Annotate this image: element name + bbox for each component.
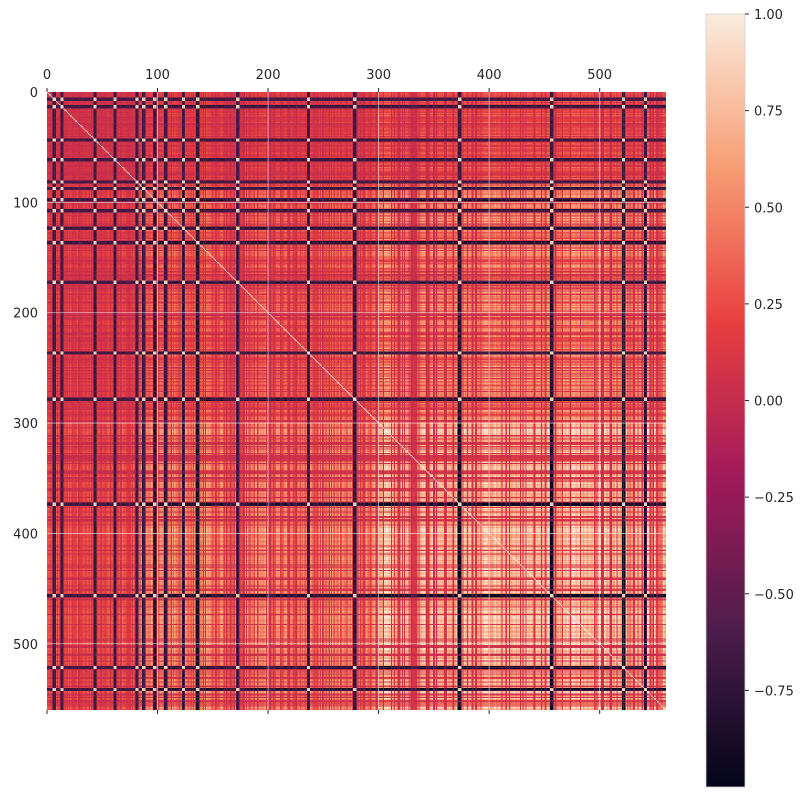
grid-lines [47,92,666,710]
x-axis-bottom-ticks [46,710,601,714]
colorbar-tick-label: 0.25 [754,298,783,313]
colorbar-tick-label: 0.75 [754,105,783,120]
colorbar-tick-label: −0.50 [754,588,794,603]
colorbar-tick-label: 0.50 [754,201,783,216]
heatmap-cells-image [47,92,666,710]
x-tick-label: 500 [587,68,612,83]
colorbar-tick-label: 0.00 [754,395,783,410]
heatmap-plot-area [47,92,666,710]
y-tick-label: 500 [13,638,38,653]
y-axis: 0 100 200 300 400 500 [13,86,38,653]
y-tick-label: 100 [13,196,38,211]
y-tick-label: 0 [30,86,38,101]
colorbar-tick-label: −0.25 [754,491,794,506]
x-tick-label: 200 [256,68,281,83]
x-tick-label: 300 [366,68,391,83]
colorbar-gradient [706,14,745,787]
y-tick-label: 300 [13,417,38,432]
x-axis-top: 0 100 200 300 400 500 [43,68,612,92]
x-tick-label: 100 [145,68,170,83]
y-tick-label: 200 [13,307,38,322]
x-tick-label: 0 [43,68,51,83]
y-tick-label: 400 [13,527,38,542]
colorbar: 1.00 0.75 0.50 0.25 0.00 −0.25 −0.50 −0.75 [705,8,794,788]
x-tick-label: 400 [477,68,502,83]
colorbar-tick-label: 1.00 [754,8,783,23]
colorbar-tick-label: −0.75 [754,684,794,699]
